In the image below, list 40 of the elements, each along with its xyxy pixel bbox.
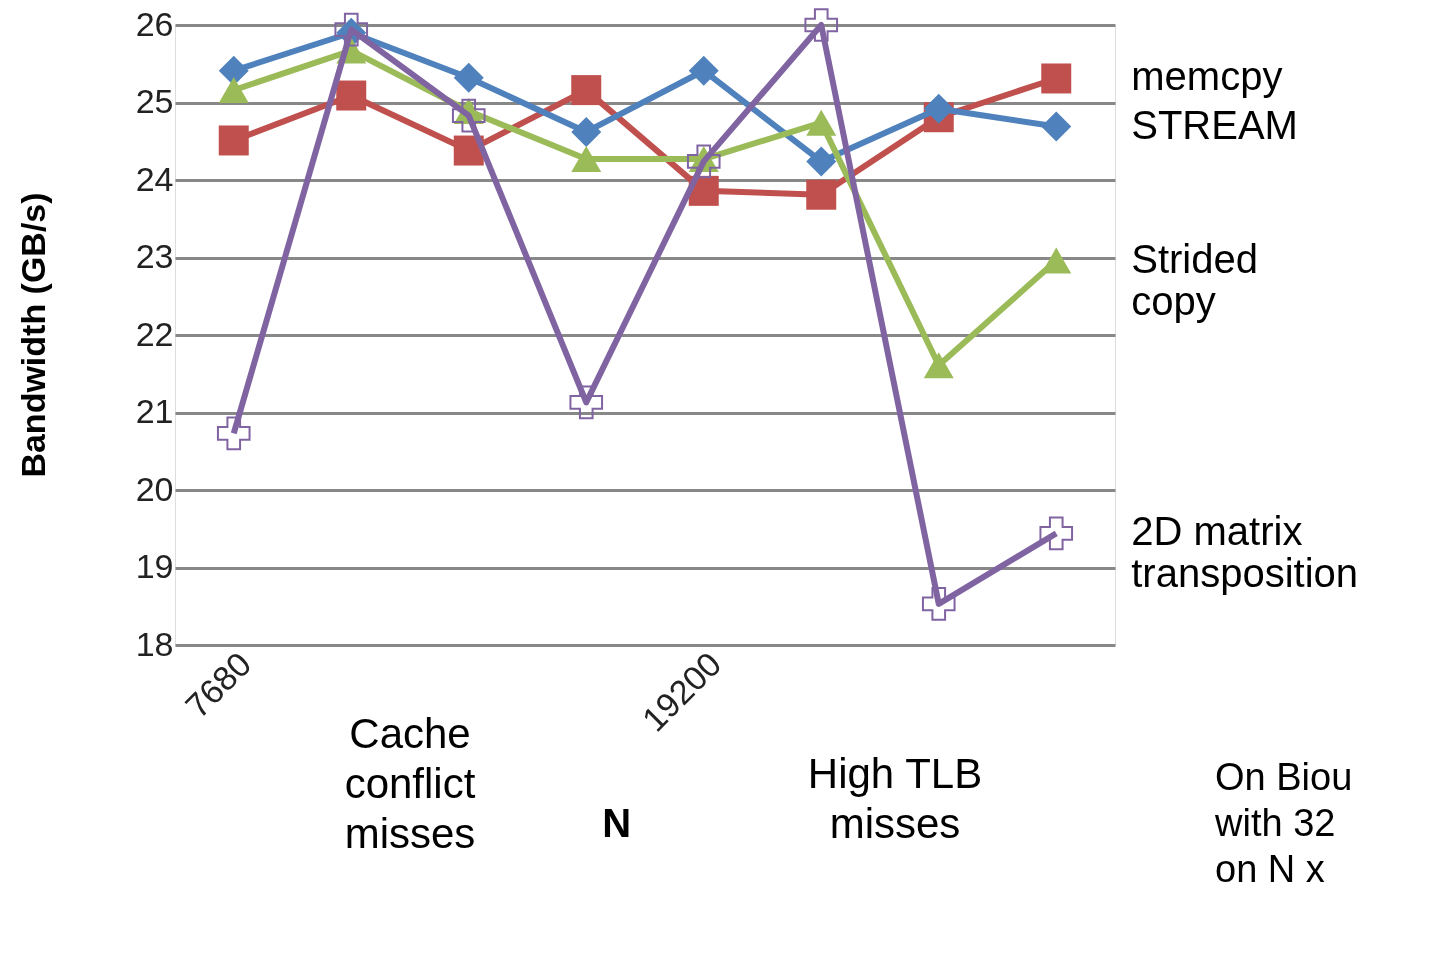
point — [569, 385, 604, 420]
y-tick-label: 24 — [135, 159, 174, 198]
point — [453, 62, 484, 93]
point — [571, 146, 602, 173]
y-tick-label: 22 — [135, 314, 174, 353]
y-tick-label: 20 — [135, 469, 174, 508]
y-tick-label: 26 — [135, 4, 174, 43]
point — [1039, 516, 1074, 551]
y-tick-label: 19 — [135, 547, 174, 585]
y-tick-label: 21 — [135, 392, 174, 430]
point — [218, 125, 249, 156]
text: Cache conflict misses — [344, 710, 476, 857]
text: High TLB misses — [807, 750, 983, 847]
y-axis-title: Bandwidth (GB/s) — [14, 192, 52, 478]
y-tick-label: 25 — [135, 82, 174, 120]
point — [1041, 111, 1072, 142]
point — [806, 146, 837, 177]
point — [571, 75, 602, 106]
point — [336, 80, 367, 111]
point — [216, 416, 251, 451]
series-label: 2D matrix transposition — [1131, 509, 1359, 596]
point — [923, 93, 954, 124]
point — [688, 55, 719, 86]
point — [451, 98, 486, 133]
point — [921, 587, 956, 621]
point — [806, 109, 837, 136]
series-label: STREAM — [1131, 102, 1298, 147]
y-tick-label: 18 — [135, 624, 174, 663]
point — [218, 77, 249, 104]
point — [806, 179, 837, 210]
point — [804, 8, 839, 42]
point — [686, 144, 721, 179]
point — [571, 116, 602, 147]
x-axis-title: N — [602, 801, 632, 845]
text: On Biou with 32 on N x — [1214, 756, 1353, 890]
y-tick-label: 23 — [135, 237, 174, 275]
point — [1041, 63, 1072, 94]
series-label: Strided copy — [1131, 236, 1258, 323]
point — [923, 352, 954, 379]
series-label: memcpy — [1131, 54, 1283, 99]
